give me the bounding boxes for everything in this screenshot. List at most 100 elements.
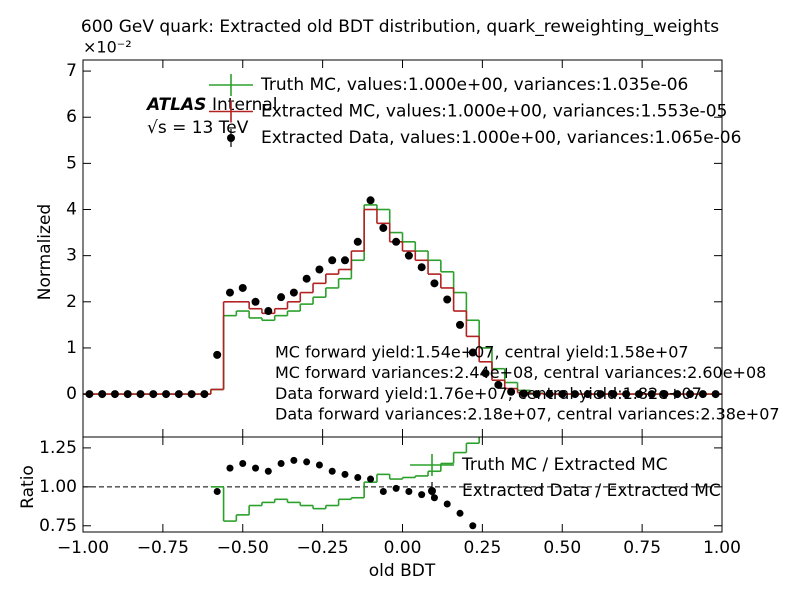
data-point — [571, 390, 580, 399]
data-point — [481, 369, 490, 378]
x-tick-label: 0.25 — [463, 538, 501, 558]
data-point — [213, 350, 222, 359]
legend-label: Truth MC, values:1.000e+00, variances:1.… — [260, 75, 688, 95]
data-point — [264, 467, 272, 475]
data-point — [303, 458, 311, 466]
data-point — [379, 488, 387, 496]
data-point — [353, 237, 362, 246]
annotation: Data forward yield:1.76e+07, central yie… — [275, 384, 702, 403]
annotation: MC forward variances:2.44e+08, central v… — [275, 363, 766, 382]
x-tick-label: −1.00 — [57, 538, 109, 558]
plot-area — [83, 196, 722, 530]
data-point — [545, 390, 554, 399]
data-point — [660, 390, 669, 399]
data-point — [430, 279, 439, 288]
y-tick-label: 5 — [66, 153, 77, 173]
panel-data — [83, 437, 722, 530]
data-point — [226, 464, 234, 472]
data-point — [328, 467, 336, 475]
data-point — [340, 256, 349, 265]
x-axis-label: old BDT — [369, 561, 436, 581]
data-point — [302, 274, 311, 283]
y-multiplier: ×10⁻² — [83, 38, 132, 57]
data-point — [596, 390, 605, 399]
data-point — [277, 293, 286, 302]
data-point — [187, 390, 196, 399]
legend-label: Extracted Data / Extracted MC — [462, 481, 721, 501]
data-point — [123, 390, 132, 399]
data-point — [290, 456, 298, 464]
data-point — [532, 390, 541, 399]
data-point — [609, 390, 618, 399]
data-point — [213, 488, 221, 496]
data-point — [315, 265, 324, 274]
y-tick-label: 3 — [66, 246, 77, 266]
x-tick-label: 0.75 — [623, 538, 661, 558]
x-tick-label: 1.00 — [703, 538, 741, 558]
data-point — [366, 196, 375, 205]
panel-data — [83, 196, 722, 399]
data-point — [673, 390, 682, 399]
data-point — [379, 223, 388, 232]
data-point — [558, 390, 567, 399]
y-tick-label: 4 — [66, 200, 77, 220]
energy-label: √s = 13 TeV — [147, 118, 249, 138]
data-point — [289, 288, 298, 297]
data-point — [149, 390, 158, 399]
x-tick-label: 0.00 — [384, 538, 422, 558]
data-point — [647, 390, 656, 399]
data-point — [392, 484, 400, 492]
x-tick-label: −0.50 — [217, 538, 269, 558]
x-tick-label: −0.25 — [297, 538, 349, 558]
annotation: Data forward variances:2.18e+07, central… — [275, 405, 780, 424]
data-point — [200, 390, 209, 399]
data-point — [174, 390, 183, 399]
data-point — [238, 283, 247, 292]
data-point — [494, 380, 503, 389]
data-point — [315, 461, 323, 469]
data-point — [404, 251, 413, 260]
data-point — [136, 390, 145, 399]
legend-label: Extracted MC, values:1.000e+00, variance… — [261, 102, 727, 122]
data-point — [622, 390, 631, 399]
data-point — [583, 390, 592, 399]
data-point — [468, 348, 477, 357]
annotation: MC forward yield:1.54e+07, central yield… — [275, 343, 689, 362]
legend-label: Truth MC / Extracted MC — [461, 455, 668, 475]
data-point — [686, 390, 695, 399]
data-point — [443, 295, 452, 304]
legend-label: Extracted Data, values:1.000e+00, varian… — [261, 128, 741, 148]
data-point — [162, 390, 171, 399]
data-point — [456, 509, 464, 517]
data-point — [392, 237, 401, 246]
data-point — [443, 500, 451, 508]
y-tick-label: 0 — [66, 384, 77, 404]
y-tick-label: 1.25 — [39, 438, 77, 458]
data-point — [341, 470, 349, 478]
data-point — [367, 475, 375, 483]
data-point — [225, 288, 234, 297]
y-tick-label: 0.75 — [39, 516, 77, 536]
y-axis-label: Normalized — [35, 204, 55, 300]
data-point — [251, 297, 260, 306]
data-point — [110, 390, 119, 399]
atlas-label: ATLAS — [145, 95, 206, 115]
data-point — [328, 256, 337, 265]
data-point — [98, 390, 107, 399]
data-point — [469, 522, 477, 530]
data-point — [698, 390, 707, 399]
data-point — [430, 494, 438, 502]
x-tick-label: 0.50 — [543, 538, 581, 558]
legend-marker — [227, 134, 235, 142]
data-point — [405, 488, 413, 496]
x-tick-label: −0.75 — [137, 538, 189, 558]
chart-title: 600 GeV quark: Extracted old BDT distrib… — [81, 17, 719, 37]
data-point — [354, 473, 362, 481]
y-tick-label: 1 — [66, 338, 77, 358]
y-tick-label: 7 — [66, 61, 77, 81]
data-point — [277, 459, 285, 467]
legend-marker — [428, 487, 436, 495]
y-tick-label: 6 — [66, 107, 77, 127]
y-tick-label: 1.00 — [39, 477, 77, 497]
